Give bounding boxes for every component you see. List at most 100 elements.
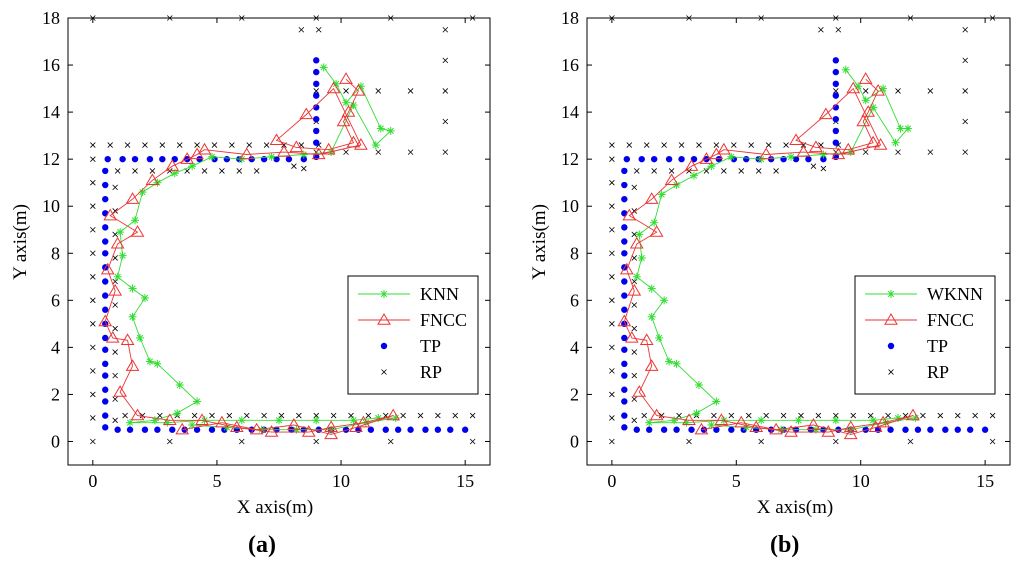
marker-stroke	[382, 412, 389, 419]
marker-stroke	[350, 417, 357, 424]
point-fncc	[649, 225, 664, 237]
marker-stroke	[268, 153, 275, 160]
point-method	[175, 381, 184, 390]
marker-stroke	[90, 297, 96, 304]
point-fncc	[664, 173, 679, 186]
point-method	[655, 333, 664, 342]
point-rp	[631, 349, 638, 355]
point-rp	[112, 278, 118, 285]
marker-stroke	[798, 412, 804, 419]
point-rp	[90, 142, 96, 148]
point-fncc	[639, 333, 654, 346]
point-tp	[621, 346, 628, 353]
marker-stroke	[820, 165, 827, 172]
marker-stroke	[442, 118, 449, 125]
point-rp	[810, 163, 817, 169]
marker-stroke	[112, 302, 118, 308]
point-rp	[157, 412, 163, 419]
point-fncc	[861, 105, 876, 117]
y-tick-label: 12	[561, 149, 579, 169]
marker-stroke	[188, 421, 196, 429]
marker-stroke	[643, 142, 650, 148]
point-tp	[131, 155, 139, 163]
point-rp	[626, 142, 633, 148]
marker-stroke	[842, 66, 849, 73]
marker-stroke	[381, 369, 387, 375]
point-tp	[621, 334, 628, 342]
point-method	[173, 409, 182, 418]
point-tp	[382, 426, 389, 433]
marker-stroke	[159, 142, 166, 148]
point-rp	[631, 396, 638, 402]
point-rp	[219, 168, 225, 174]
marker-stroke	[989, 412, 996, 419]
marker-stroke	[763, 412, 769, 419]
marker-stroke	[609, 321, 615, 327]
point-tp	[623, 155, 631, 163]
point-rp	[678, 142, 685, 148]
point-tp	[646, 426, 653, 433]
point-tp	[621, 210, 628, 217]
marker-stroke	[713, 142, 720, 148]
point-rp	[989, 438, 996, 445]
point-tp	[313, 115, 320, 123]
point-rp	[442, 118, 449, 125]
point-rp	[631, 231, 638, 238]
marker-stroke	[609, 179, 615, 186]
point-tp	[102, 224, 109, 231]
point-rp	[261, 412, 267, 419]
marker-stroke	[90, 274, 96, 280]
point-rp	[90, 156, 96, 162]
point-method	[376, 124, 385, 133]
marker-stroke	[112, 255, 118, 261]
marker-stroke	[887, 290, 895, 298]
point-rp	[90, 274, 96, 280]
legend: KNN FNCC TP RP	[347, 275, 479, 395]
point-rp	[745, 412, 752, 419]
point-tp	[313, 127, 320, 135]
point-rp	[631, 208, 638, 214]
point-tp	[102, 398, 109, 405]
point-rp	[107, 142, 113, 148]
marker-stroke	[658, 412, 665, 419]
legend-label: FNCC	[927, 310, 974, 330]
point-fncc	[386, 408, 401, 421]
marker-stroke	[112, 184, 118, 191]
point-rp	[631, 417, 638, 424]
marker-stroke	[904, 125, 912, 132]
point-rp	[229, 142, 235, 148]
point-method	[787, 152, 796, 161]
marker-stroke	[862, 97, 869, 104]
point-fncc	[165, 159, 180, 171]
point-tp	[102, 386, 109, 393]
point-fncc	[843, 420, 858, 433]
point-method	[116, 228, 125, 237]
point-fncc	[110, 236, 125, 249]
point-rp	[711, 412, 717, 419]
point-rp	[835, 26, 842, 33]
legend-marker	[888, 369, 894, 375]
point-fncc	[831, 147, 846, 160]
marker-stroke	[442, 88, 449, 94]
marker-stroke	[194, 142, 200, 148]
point-tp	[688, 426, 695, 433]
marker-stroke	[176, 142, 183, 148]
point-rp	[387, 438, 394, 445]
marker-stroke	[989, 438, 996, 445]
point-rp	[609, 344, 615, 351]
point-tp	[102, 278, 109, 285]
point-rp	[815, 412, 822, 419]
point-fncc	[806, 418, 821, 430]
marker-stroke	[112, 231, 118, 238]
marker-stroke	[124, 142, 131, 148]
marker-stroke	[850, 412, 857, 419]
marker-stroke	[263, 142, 270, 148]
point-rp	[238, 438, 245, 445]
point-tp	[102, 372, 109, 379]
point-method	[153, 359, 162, 368]
point-tp	[342, 426, 350, 433]
point-rp	[609, 274, 615, 280]
point-rp	[686, 438, 692, 445]
point-rp	[962, 26, 968, 33]
series-fncc	[617, 72, 920, 440]
